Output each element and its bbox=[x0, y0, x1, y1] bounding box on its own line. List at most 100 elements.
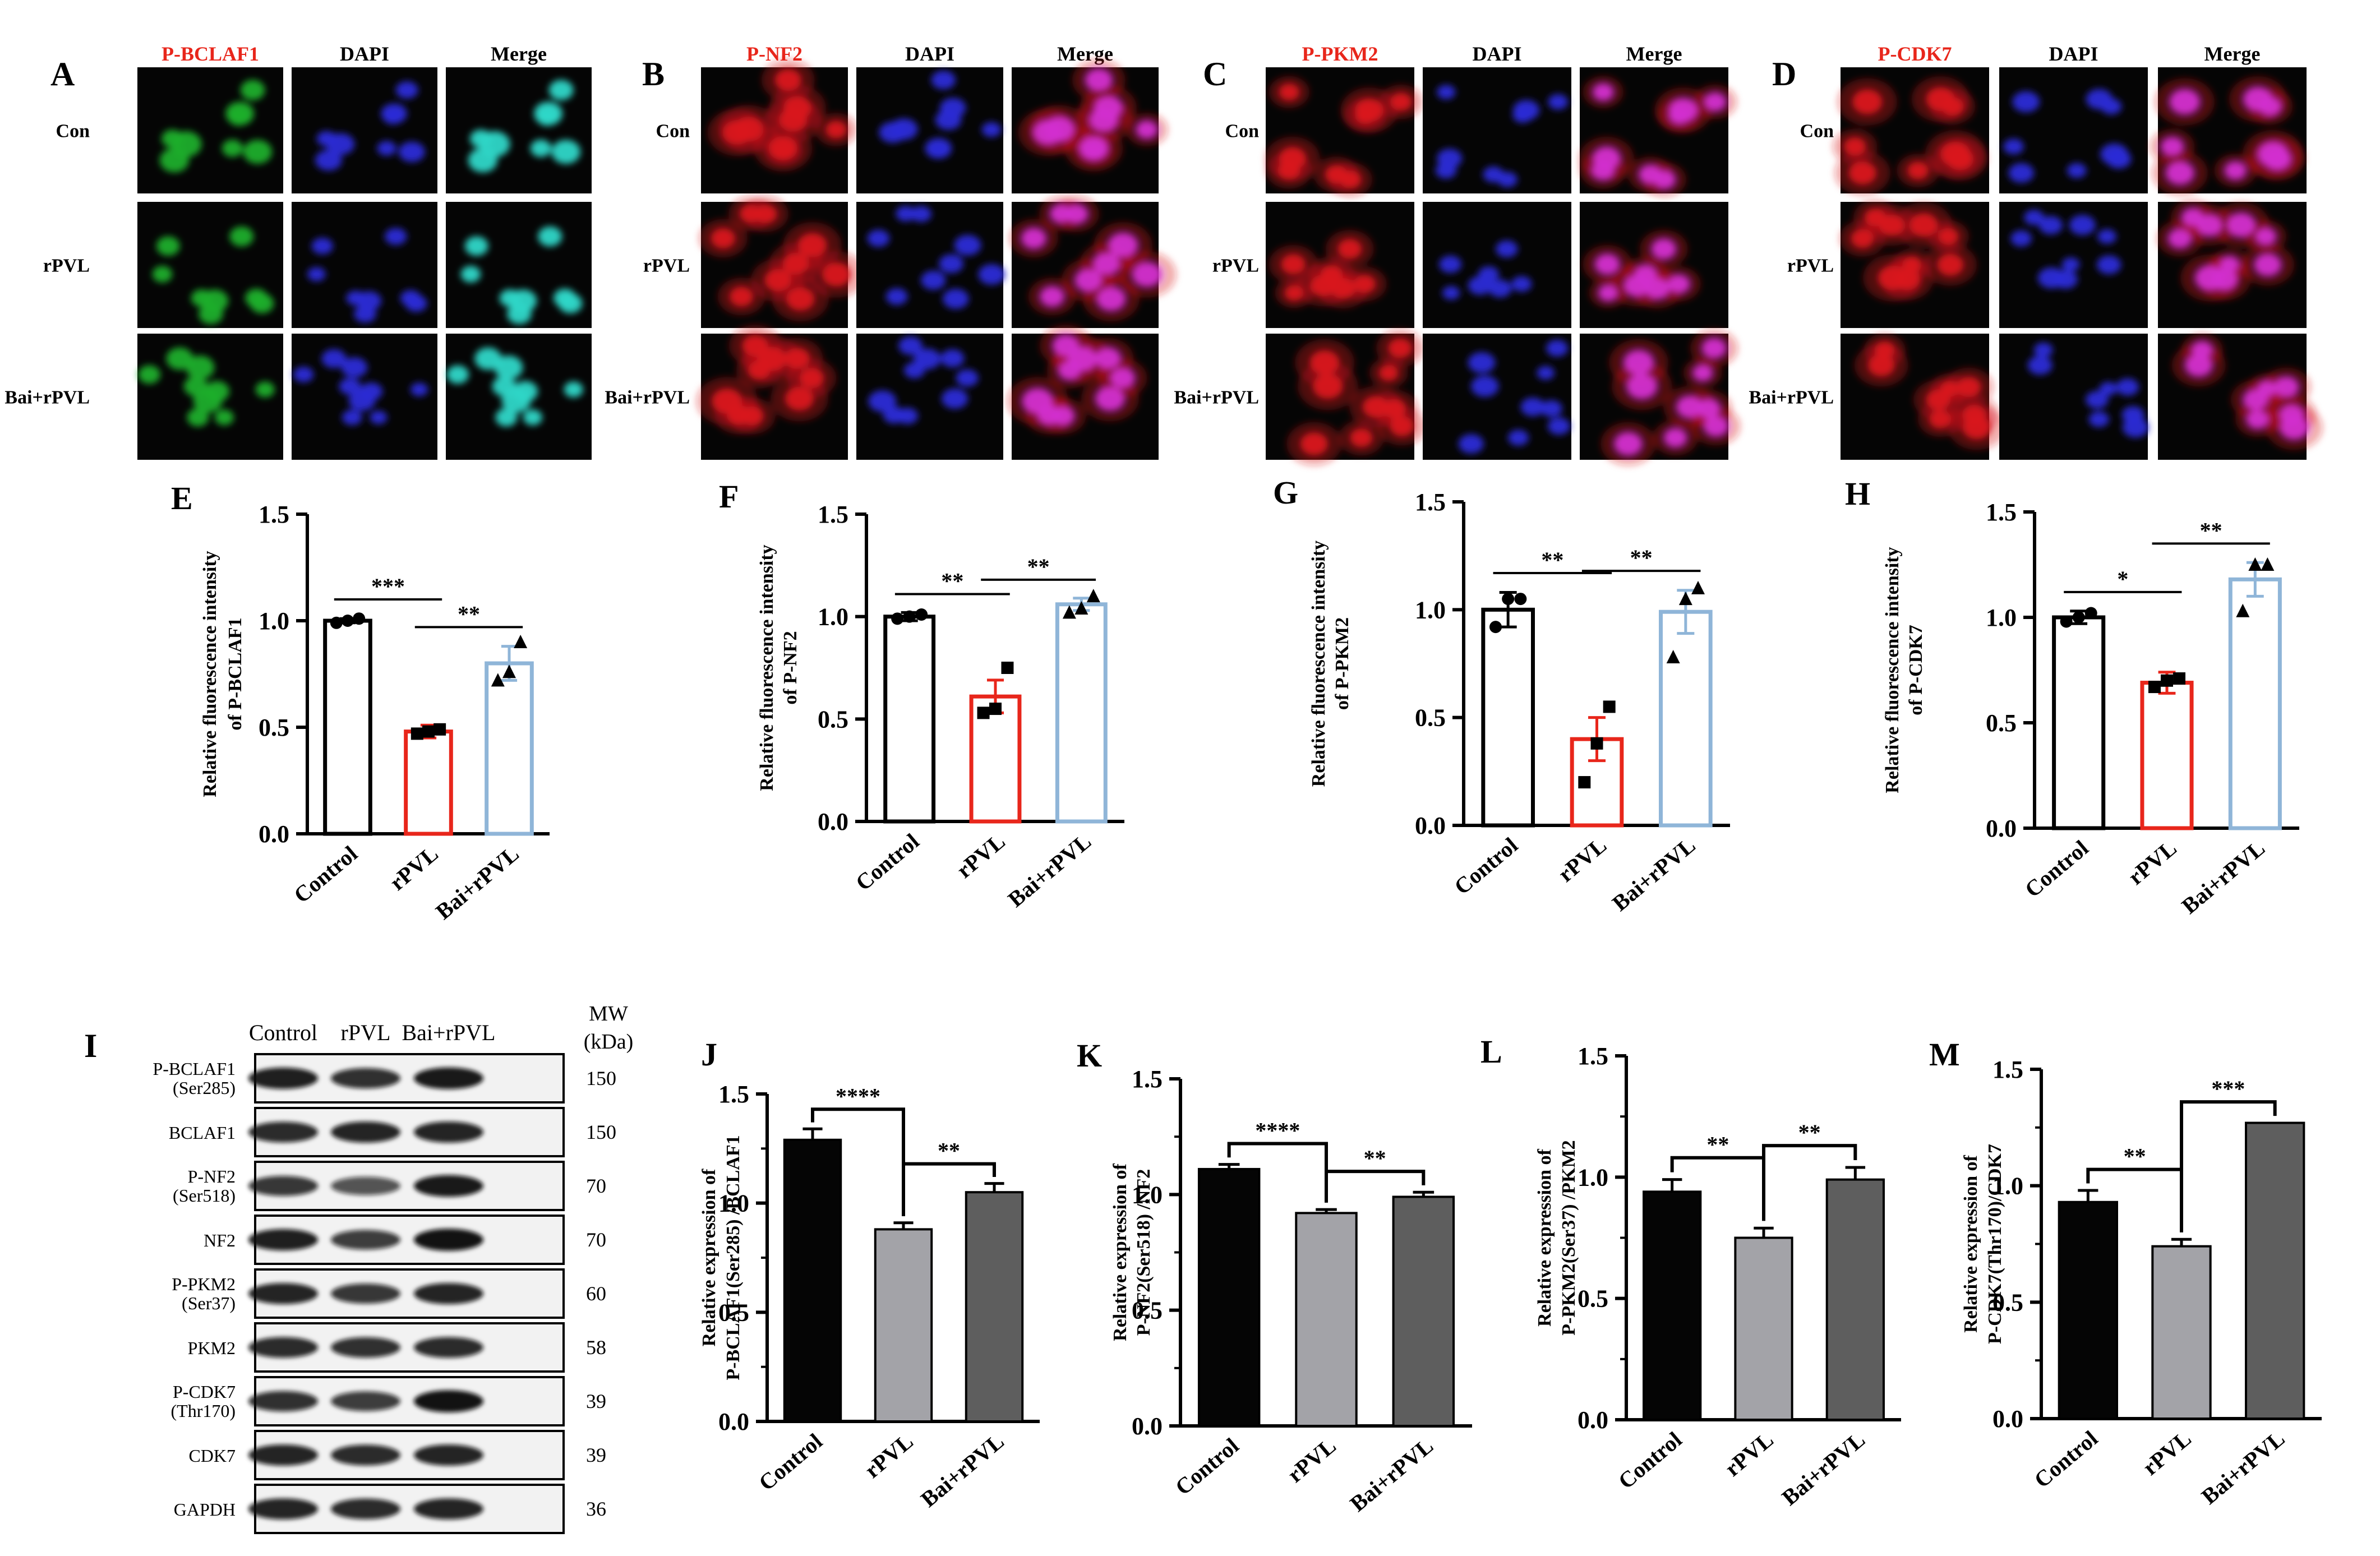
significance-label: ** bbox=[458, 601, 480, 626]
y-tick-label: 0.5 bbox=[1986, 709, 2017, 737]
nucleus bbox=[1478, 266, 1500, 283]
nucleus bbox=[1309, 350, 1340, 375]
mw-value: 60 bbox=[586, 1282, 606, 1305]
nucleus bbox=[187, 408, 209, 427]
bands bbox=[248, 1067, 483, 1089]
band bbox=[331, 1444, 400, 1466]
nucleus bbox=[1623, 350, 1654, 375]
nucleus bbox=[315, 150, 342, 171]
nucleus bbox=[214, 409, 234, 426]
nucleus bbox=[2097, 229, 2117, 244]
x-tick-label: Control bbox=[1170, 1433, 1244, 1500]
significance-label: ** bbox=[2200, 518, 2222, 543]
nucleus bbox=[1937, 253, 1964, 276]
cells bbox=[868, 336, 979, 424]
nucleus bbox=[538, 226, 562, 247]
nucleus bbox=[981, 122, 1002, 137]
cells bbox=[1832, 76, 1987, 195]
nucleus bbox=[494, 355, 523, 380]
panel-letter-G: G bbox=[1273, 474, 1298, 511]
cells bbox=[1600, 329, 1741, 466]
nucleus bbox=[1277, 160, 1301, 181]
micro-panel-C: C P-PKM2 DAPI Merge Con rPVL Bai+rPVL bbox=[1174, 43, 1741, 466]
panel-letter-M: M bbox=[1929, 1036, 1960, 1073]
cells bbox=[2010, 209, 2121, 289]
bar-Control bbox=[323, 618, 372, 836]
band bbox=[414, 1498, 483, 1520]
nucleus bbox=[1442, 286, 1460, 300]
y-tick-label: 0.0 bbox=[1992, 1405, 2023, 1433]
bar-Bai+rPVL bbox=[485, 661, 534, 836]
bar-rPVL bbox=[2151, 1245, 2212, 1420]
nucleus bbox=[1497, 172, 1518, 188]
mw-value: 39 bbox=[586, 1390, 606, 1412]
nucleus bbox=[2038, 216, 2063, 235]
panel-letter-C: C bbox=[1203, 56, 1227, 93]
data-point bbox=[1001, 662, 1014, 674]
panel-letter-A: A bbox=[50, 56, 75, 93]
nucleus bbox=[1355, 98, 1384, 122]
mw-value: 70 bbox=[586, 1175, 606, 1197]
y-axis-label: Relative fluorescence intensity bbox=[1882, 547, 1903, 793]
bar-Control bbox=[2052, 615, 2106, 830]
nucleus bbox=[1874, 341, 1895, 359]
panel-letter-H: H bbox=[1845, 475, 1870, 512]
x-tick-label: rPVL bbox=[860, 1428, 918, 1483]
y-tick-label: 0.0 bbox=[718, 1408, 749, 1435]
y-tick-label: 1.0 bbox=[1578, 1163, 1608, 1191]
cells bbox=[2003, 89, 2132, 183]
nucleus bbox=[468, 147, 498, 173]
row-label: Bai+rPVL bbox=[605, 387, 690, 408]
nucleus bbox=[1320, 265, 1343, 284]
nucleus bbox=[2274, 376, 2299, 398]
nucleus bbox=[1692, 364, 1713, 381]
row-label: Bai+rPVL bbox=[1749, 387, 1834, 408]
nucleus bbox=[2185, 354, 2212, 377]
lane-label: Bai+rPVL bbox=[402, 1020, 496, 1045]
nucleus bbox=[229, 226, 254, 247]
nucleus bbox=[868, 390, 897, 412]
nucleus bbox=[939, 254, 964, 274]
nucleus bbox=[339, 377, 361, 395]
protein-label: (Ser285) bbox=[173, 1078, 236, 1098]
micrograph-tile bbox=[2158, 333, 2323, 460]
nucleus bbox=[186, 355, 215, 380]
cells bbox=[879, 70, 1002, 159]
nucleus bbox=[2069, 215, 2096, 236]
micrograph-tile bbox=[2150, 67, 2307, 195]
row-label: Con bbox=[56, 121, 90, 142]
nucleus bbox=[1929, 410, 1952, 429]
y-axis-label: of P-BCLAF1 bbox=[225, 617, 246, 730]
column-header: DAPI bbox=[1473, 43, 1522, 65]
band bbox=[414, 1390, 483, 1412]
row-label: Bai+rPVL bbox=[1174, 387, 1259, 408]
nucleus bbox=[1852, 89, 1883, 114]
nucleus bbox=[293, 366, 314, 383]
data-point bbox=[502, 664, 516, 678]
nucleus bbox=[910, 206, 932, 223]
nucleus bbox=[783, 96, 812, 120]
y-tick-label: 1.5 bbox=[1578, 1042, 1608, 1070]
nucleus bbox=[2027, 355, 2052, 375]
micrograph-tile bbox=[701, 59, 857, 193]
panel-letter-B: B bbox=[642, 56, 665, 93]
y-tick-label: 0.5 bbox=[1415, 704, 1446, 732]
data-point bbox=[891, 612, 904, 625]
bar-Bai+rPVL bbox=[1659, 610, 1713, 828]
nucleus bbox=[1511, 276, 1532, 292]
nucleus bbox=[469, 130, 492, 148]
y-axis-label: P-PKM2(Ser37) /PKM2 bbox=[1558, 1140, 1579, 1335]
nucleus bbox=[2003, 138, 2024, 155]
cells bbox=[152, 226, 274, 325]
bar-Control bbox=[1197, 1167, 1261, 1427]
bar-Control bbox=[2058, 1201, 2119, 1420]
nucleus bbox=[554, 288, 576, 308]
nucleus bbox=[1634, 265, 1657, 284]
nucleus bbox=[1390, 93, 1412, 111]
row-label: rPVL bbox=[643, 256, 690, 276]
x-tick-label: Bai+rPVL bbox=[1003, 828, 1096, 912]
bar-rPVL bbox=[1734, 1236, 1793, 1421]
y-tick-label: 1.0 bbox=[1415, 596, 1446, 624]
nucleus bbox=[1095, 386, 1125, 411]
